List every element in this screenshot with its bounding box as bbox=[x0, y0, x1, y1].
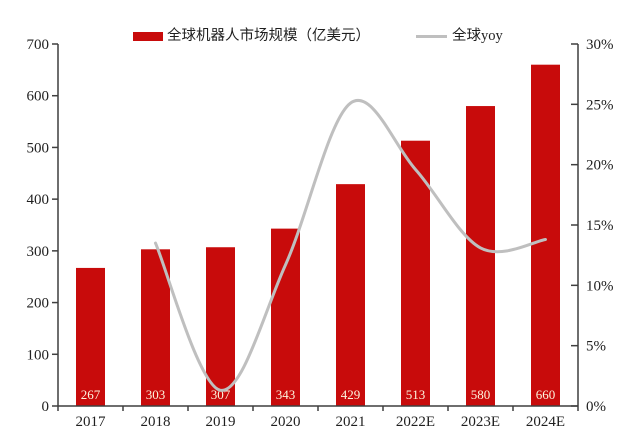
legend-item-market-size: 全球机器人市场规模（亿美元） bbox=[133, 27, 370, 45]
bar-value-label: 513 bbox=[406, 387, 426, 402]
bar-2024E bbox=[531, 64, 560, 406]
bar-value-label: 303 bbox=[146, 387, 166, 402]
right-axis-tick-label: 10% bbox=[586, 278, 614, 294]
left-axis-tick-label: 700 bbox=[27, 37, 50, 53]
right-axis-tick-label: 15% bbox=[586, 218, 614, 234]
right-axis-tick-label: 20% bbox=[586, 158, 614, 174]
x-axis-label-2023E: 2023E bbox=[461, 414, 500, 430]
bar-2018 bbox=[141, 249, 170, 406]
bar-2022E bbox=[401, 140, 430, 406]
line-series-swatch bbox=[416, 34, 447, 38]
left-axis-tick-label: 100 bbox=[27, 347, 50, 363]
x-axis-label-2021: 2021 bbox=[336, 414, 366, 430]
x-axis-label-2024E: 2024E bbox=[526, 414, 565, 430]
bar-series-label: 全球机器人市场规模（亿美元） bbox=[167, 28, 370, 44]
bar-value-label: 343 bbox=[276, 387, 296, 402]
right-axis-tick-label: 0% bbox=[586, 399, 606, 415]
left-axis-tick-label: 0 bbox=[42, 399, 50, 415]
legend: 全球机器人市场规模（亿美元） 全球yoy bbox=[0, 0, 623, 44]
bar-2019 bbox=[206, 247, 235, 406]
bar-2017 bbox=[76, 267, 105, 406]
bar-value-label: 429 bbox=[341, 387, 361, 402]
yoy-line bbox=[154, 99, 547, 392]
bar-2021 bbox=[336, 184, 365, 406]
left-axis-tick-label: 600 bbox=[27, 89, 50, 105]
x-axis-label-2022E: 2022E bbox=[396, 414, 435, 430]
bar-2023E bbox=[466, 106, 495, 407]
right-axis-tick-label: 5% bbox=[586, 339, 606, 355]
left-axis-tick-label: 500 bbox=[27, 140, 50, 156]
right-axis-tick-label: 25% bbox=[586, 97, 614, 113]
x-axis-label-2020: 2020 bbox=[271, 414, 301, 430]
left-axis-tick-label: 300 bbox=[27, 244, 50, 260]
legend-item-yoy: 全球yoy bbox=[416, 27, 503, 45]
bar-value-label: 660 bbox=[536, 387, 556, 402]
bar-2020 bbox=[271, 228, 300, 406]
left-axis-tick-label: 200 bbox=[27, 296, 50, 312]
right-axis-tick-label: 30% bbox=[586, 37, 614, 53]
bar-series-swatch bbox=[133, 31, 163, 41]
x-axis-label-2018: 2018 bbox=[141, 414, 171, 430]
bar-value-label: 580 bbox=[471, 387, 491, 402]
x-axis-label-2017: 2017 bbox=[76, 414, 107, 430]
bar-value-label: 267 bbox=[81, 387, 101, 402]
x-axis-label-2019: 2019 bbox=[206, 414, 236, 430]
line-series-label: 全球yoy bbox=[452, 28, 503, 44]
left-axis-tick-label: 400 bbox=[27, 192, 50, 208]
